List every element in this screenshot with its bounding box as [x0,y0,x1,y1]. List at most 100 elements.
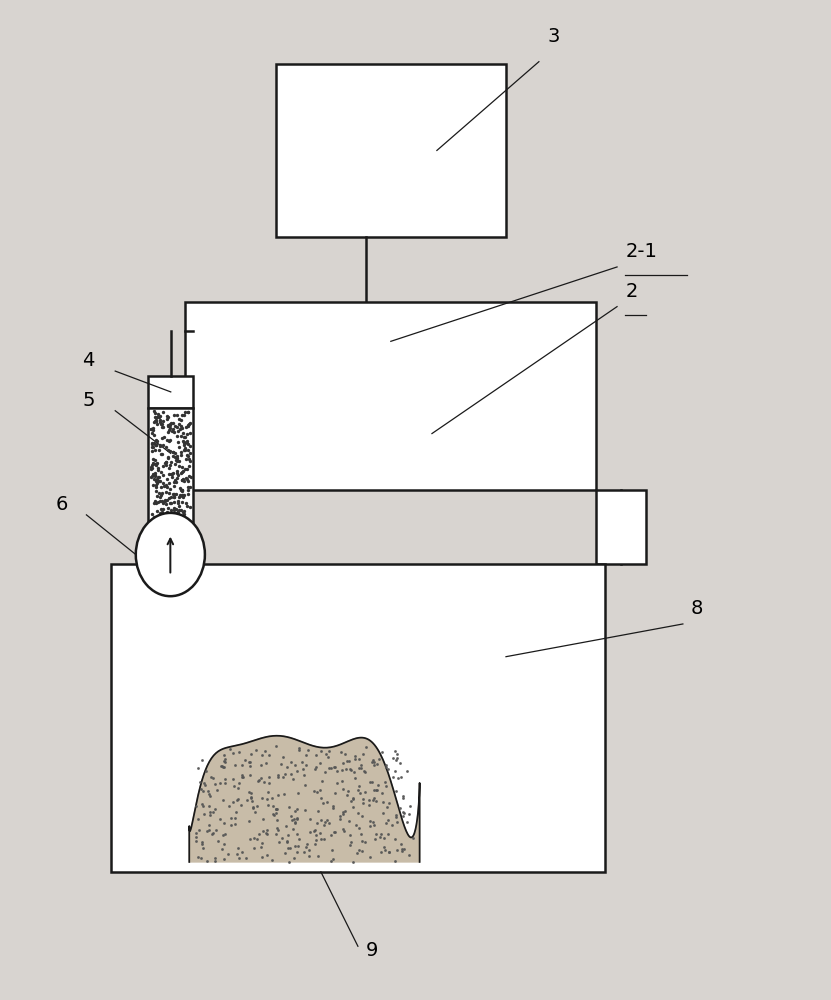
Point [173,498,186,514]
Point [259,825,273,841]
Point [171,495,184,511]
Point [175,444,188,460]
Point [155,430,169,446]
Point [160,457,173,473]
Polygon shape [189,736,420,862]
Point [233,850,246,866]
Point [263,775,276,791]
Point [148,465,161,481]
Point [181,448,194,464]
Point [235,757,248,773]
Point [337,755,350,771]
Point [154,437,167,453]
Point [235,769,248,785]
Point [155,485,169,501]
Point [167,424,180,440]
Point [359,739,372,755]
Point [391,750,404,766]
Point [170,465,184,481]
Point [175,509,189,525]
Point [288,838,301,854]
Point [307,783,321,799]
Point [175,418,188,434]
Point [160,504,174,520]
Point [180,426,194,442]
Point [339,803,352,819]
Point [195,836,209,852]
Point [290,763,303,779]
Point [243,754,257,770]
Point [347,854,360,870]
Point [268,807,281,823]
Point [329,785,342,801]
Point [290,811,303,827]
Point [244,785,258,801]
Point [388,831,401,847]
Point [174,428,187,444]
Point [149,473,162,489]
Point [366,774,379,790]
Point [177,429,190,445]
Point [209,801,222,817]
Point [156,467,170,483]
Point [224,810,238,826]
Point [174,421,187,437]
Point [154,414,167,430]
Point [277,769,290,785]
Point [366,754,379,770]
Point [166,444,179,460]
Point [209,853,222,869]
Point [216,759,229,775]
Point [344,793,357,809]
Point [357,763,371,779]
Text: 8: 8 [691,599,704,618]
Point [170,428,183,444]
Point [336,773,349,789]
Point [316,795,329,811]
Point [380,815,393,831]
Point [155,509,169,525]
Point [146,477,160,493]
Point [337,804,350,820]
Point [181,436,194,452]
Point [266,798,279,814]
Point [378,839,391,855]
Point [229,757,242,773]
Point [313,782,327,798]
Point [283,840,297,856]
Point [165,469,178,485]
Point [145,461,158,477]
Point [390,807,403,823]
Point [376,744,389,760]
Point [302,842,316,858]
Point [155,446,169,462]
Point [182,458,195,474]
Point [383,844,396,860]
Point [165,502,178,518]
Point [179,447,193,463]
Point [209,822,223,838]
Point [217,827,230,843]
Point [159,454,172,470]
Point [170,407,184,423]
Point [369,782,382,798]
Point [277,749,290,765]
Point [263,769,276,785]
Point [394,836,407,852]
Point [176,489,189,505]
Point [253,772,266,788]
Point [203,822,216,838]
Point [155,487,168,503]
Point [388,763,401,779]
Point [203,804,216,820]
Point [303,811,317,827]
Point [291,826,304,842]
Point [250,742,263,758]
Point [150,477,163,493]
Point [289,803,302,819]
Point [184,453,197,469]
Point [170,419,184,435]
Bar [276,64,506,237]
Point [370,782,383,798]
Point [150,479,163,495]
